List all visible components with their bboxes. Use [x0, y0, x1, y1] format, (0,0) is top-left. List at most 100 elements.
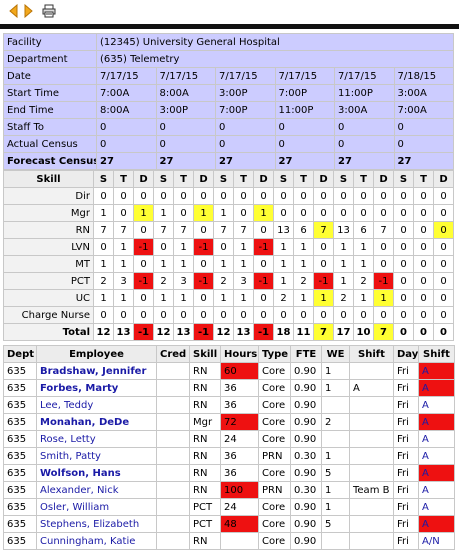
column-header[interactable]: Shift	[349, 345, 394, 363]
type-cell: Core	[258, 396, 291, 414]
info-value: 27	[393, 152, 454, 170]
shift-code-link[interactable]: A	[422, 450, 429, 462]
type-cell: Core	[258, 413, 291, 431]
dept-cell: 635	[3, 396, 37, 414]
skill-col-header: S	[153, 170, 174, 188]
info-value: 27	[274, 152, 335, 170]
column-header[interactable]: Employee	[36, 345, 157, 363]
table-row: 635 Alexander, Nick RN 100 PRN 0.30 1 Team B Fri…	[3, 481, 455, 499]
skill-count: 0	[393, 306, 414, 324]
column-header[interactable]: FTE	[290, 345, 322, 363]
shift-name-cell	[349, 464, 394, 482]
employee-link[interactable]: Lee, Teddy	[40, 399, 94, 411]
column-header[interactable]: Dept	[3, 345, 37, 363]
skill-count: 2	[153, 272, 174, 290]
skill-count: 0	[173, 204, 194, 222]
skill-count: -1	[253, 272, 274, 290]
skill-col-header: D	[433, 170, 454, 188]
skill-row: Mgr 1 0 1 1 0 1 1 0 1 0 0 0 0 0 0 0 0 0	[3, 204, 454, 222]
skill-count: 3	[113, 272, 134, 290]
info-label: Staff To	[3, 118, 97, 136]
employee-link[interactable]: Bradshaw, Jennifer	[40, 365, 147, 377]
right-arrow-icon[interactable]	[22, 3, 36, 19]
skill-count: 1	[293, 238, 314, 256]
employee-link[interactable]: Wolfson, Hans	[40, 467, 121, 479]
skill-count: 0	[393, 187, 414, 205]
column-header[interactable]: Shift	[418, 345, 455, 363]
table-row: 635 Osler, William PCT 24 Core 0.90 1 Fri A	[3, 498, 455, 516]
employee-link[interactable]: Osler, William	[40, 501, 110, 513]
skill-count: 0	[313, 306, 334, 324]
column-header[interactable]: Day	[393, 345, 419, 363]
employee-link[interactable]: Monahan, DeDe	[40, 416, 130, 428]
employee-cell: Smith, Patty	[36, 447, 157, 465]
shift-code-link[interactable]: A/N	[422, 535, 440, 547]
printer-icon[interactable]	[42, 3, 56, 19]
table-row: 635 Bradshaw, Jennifer RN 60 Core 0.90 1 Fri A	[3, 362, 455, 380]
info-value: 7:00A	[393, 101, 454, 119]
skill-cell: RN	[189, 532, 221, 550]
fte-cell: 0.90	[290, 430, 322, 448]
skill-count: 0	[133, 289, 154, 307]
skill-count: 0	[213, 306, 234, 324]
cred-cell	[156, 430, 190, 448]
employee-cell: Wolfson, Hans	[36, 464, 157, 482]
skill-count: -1	[193, 272, 214, 290]
skill-count: 2	[93, 272, 114, 290]
info-row: Staff To 0 0 0 0 0 0	[3, 118, 454, 136]
left-arrow-icon[interactable]	[6, 3, 20, 19]
shift-code-link[interactable]: A	[422, 501, 429, 513]
info-value: 7:00P	[274, 84, 335, 102]
shift-name-cell	[349, 447, 394, 465]
skill-count: 0	[333, 306, 354, 324]
hours-cell: 100	[220, 481, 259, 499]
info-row: Facility (12345) University General Hospi…	[3, 33, 454, 51]
dept-cell: 635	[3, 481, 37, 499]
hours-cell: 36	[220, 464, 259, 482]
we-cell: 2	[321, 413, 350, 431]
skill-count: 13	[273, 221, 294, 239]
type-cell: Core	[258, 515, 291, 533]
column-header[interactable]: Skill	[189, 345, 221, 363]
shift-code-link[interactable]: A	[422, 484, 429, 496]
skill-count: 7	[373, 323, 394, 341]
shift-code-link[interactable]: A	[422, 399, 429, 411]
skill-count: 1	[113, 255, 134, 273]
shift-code-cell: A	[418, 430, 455, 448]
shift-code-link[interactable]: A	[422, 382, 429, 394]
shift-code-link[interactable]: A	[422, 467, 429, 479]
skill-count: 3	[173, 272, 194, 290]
column-header[interactable]: WE	[321, 345, 350, 363]
shift-code-cell: A	[418, 498, 455, 516]
column-header[interactable]: Type	[258, 345, 291, 363]
skill-count: 1	[233, 238, 254, 256]
shift-code-link[interactable]: A	[422, 416, 429, 428]
skill-count: 1	[153, 289, 174, 307]
cred-cell	[156, 447, 190, 465]
shift-code-link[interactable]: A	[422, 518, 429, 530]
skill-count: 1	[213, 289, 234, 307]
shift-code-link[interactable]: A	[422, 433, 429, 445]
info-value: 7/18/15	[393, 67, 454, 85]
employee-cell: Osler, William	[36, 498, 157, 516]
info-value: 8:00A	[155, 84, 216, 102]
info-value: 3:00P	[215, 84, 276, 102]
skill-grid-panel: Skill S T D S T D S T D S T D S T D S T D Dir 0 0 0 0 0 0 0 0 0 0 0 0 0 0…	[3, 170, 454, 341]
employee-link[interactable]: Forbes, Marty	[40, 382, 119, 394]
shift-code-link[interactable]: A	[422, 365, 429, 377]
skill-count: 1	[333, 272, 354, 290]
info-label: Actual Census	[3, 135, 97, 153]
skill-count: 0	[413, 204, 434, 222]
info-value: 7/17/15	[334, 67, 395, 85]
employee-link[interactable]: Cunningham, Katie	[40, 535, 136, 547]
info-value: 0	[334, 118, 395, 136]
employee-link[interactable]: Stephens, Elizabeth	[40, 518, 140, 530]
skill-count: 0	[233, 204, 254, 222]
employee-link[interactable]: Smith, Patty	[40, 450, 101, 462]
column-header[interactable]: Cred	[156, 345, 190, 363]
column-header[interactable]: Hours	[220, 345, 259, 363]
employee-link[interactable]: Alexander, Nick	[40, 484, 119, 496]
info-value: 11:00P	[274, 101, 335, 119]
skill-count: 0	[233, 187, 254, 205]
employee-link[interactable]: Rose, Letty	[40, 433, 96, 445]
